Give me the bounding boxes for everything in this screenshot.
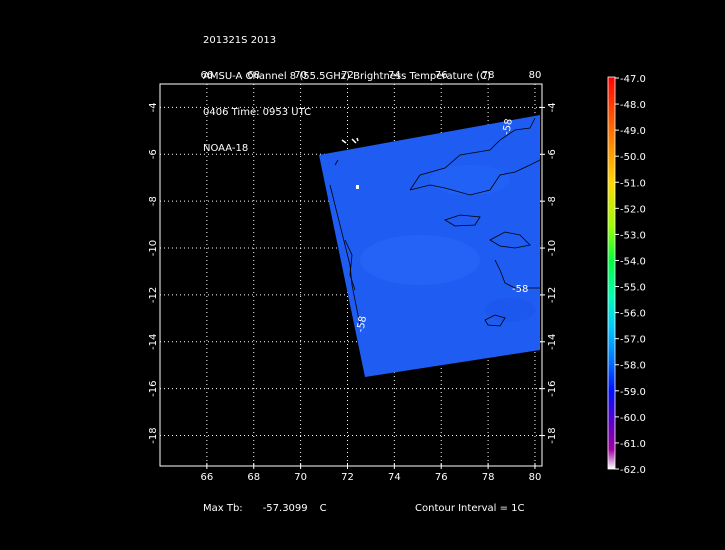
contour-line: [329, 184, 361, 326]
color-bar-label: -56.0: [620, 309, 646, 320]
color-bar-label: -54.0: [620, 256, 646, 267]
small-white-marks: [341, 137, 359, 189]
color-bar-label: -52.0: [620, 204, 646, 215]
color-bar-label: -47.0: [620, 74, 646, 85]
lat-tick-label: -4: [148, 102, 159, 112]
contour-line: [444, 214, 481, 227]
lon-tick-label: 70: [294, 472, 307, 483]
plot-frame: [159, 83, 543, 467]
lon-tick-label: 66: [201, 70, 214, 81]
lat-tick-label: -12: [547, 287, 558, 303]
lat-tick-label: -16: [148, 380, 159, 396]
lon-tick-label: 80: [529, 472, 542, 483]
contour-line: [409, 117, 536, 191]
lat-tick-label: -6: [148, 149, 159, 159]
color-bar-label: -49.0: [620, 126, 646, 137]
lon-tick-label: 74: [388, 70, 401, 81]
contour-interval-readout: Contour Interval = 1C: [415, 503, 525, 514]
latitude-labels-right: -4 -6 -8 -10 -12 -14 -16 -18: [547, 102, 558, 443]
satellite-name: NOAA-18: [203, 143, 249, 154]
lat-tick-label: -18: [547, 427, 558, 443]
lat-tick-label: -12: [148, 287, 159, 303]
temperature-contours: [329, 117, 541, 327]
contour-line: [344, 239, 356, 291]
color-bar-label: -58.0: [620, 361, 646, 372]
longitude-labels-top: 66 68 70 72 74 76 78 80: [201, 70, 542, 81]
product-title: AMSU-A Channel 8 (55.5GHz) Brightness Te…: [203, 71, 491, 82]
color-bar-label: -53.0: [620, 230, 646, 241]
color-bar-label: -61.0: [620, 439, 646, 450]
swath-texture: [360, 165, 535, 322]
lat-tick-label: -18: [148, 427, 159, 443]
color-bar: [607, 76, 616, 470]
contour-line: [334, 159, 339, 166]
color-bar-label: -55.0: [620, 283, 646, 294]
contour-line: [409, 159, 541, 196]
color-bar-label: -62.0: [620, 465, 646, 476]
contour-value-label: -58: [512, 284, 528, 295]
color-bar-label: -51.0: [620, 178, 646, 189]
lat-tick-label: -6: [547, 149, 558, 159]
lat-tick-label: -14: [547, 334, 558, 350]
max-tb-value: -57.3099: [262, 503, 308, 514]
lon-tick-label: 68: [247, 70, 260, 81]
contour-line: [484, 314, 506, 327]
contour-value-label: -58: [501, 118, 515, 136]
swath-area: [319, 115, 540, 377]
color-bar-label: -57.0: [620, 335, 646, 346]
max-tb-readout: Max Tb: -57.3099 C: [203, 503, 327, 514]
lon-tick-label: 74: [388, 472, 401, 483]
color-bar-label: -48.0: [620, 100, 646, 111]
lat-tick-label: -10: [148, 240, 159, 256]
map-header: 201321S 2013 AMSU-A Channel 8 (55.5GHz) …: [203, 11, 491, 167]
lat-tick-label: -16: [547, 380, 558, 396]
longitude-labels-bottom: 66 68 70 72 74 76 78 80: [201, 472, 542, 483]
color-bar-label: -60.0: [620, 413, 646, 424]
lat-tick-label: -8: [148, 196, 159, 206]
lat-tick-label: -8: [547, 196, 558, 206]
storm-id-line: 201321S 2013: [203, 35, 277, 46]
color-bar-labels: -47.0 -48.0 -49.0 -50.0 -51.0 -52.0 -53.0 -54.0…: [615, 74, 646, 476]
lon-tick-label: 76: [435, 472, 448, 483]
lon-tick-label: 78: [482, 70, 495, 81]
color-bar-label: -50.0: [620, 152, 646, 163]
lon-tick-label: 66: [201, 472, 214, 483]
max-tb-unit: C: [319, 503, 327, 514]
max-tb-label: Max Tb:: [203, 503, 243, 514]
lat-tick-label: -10: [547, 240, 558, 256]
lon-tick-label: 72: [341, 472, 354, 483]
lon-tick-label: 78: [482, 472, 495, 483]
lat-tick-label: -4: [547, 102, 558, 112]
contour-line: [489, 231, 531, 249]
contour-value-label: -58: [355, 315, 369, 333]
lon-tick-label: 72: [341, 70, 354, 81]
color-bar-label: -59.0: [620, 387, 646, 398]
lon-tick-label: 70: [294, 70, 307, 81]
lon-tick-label: 68: [247, 472, 260, 483]
date-time-line: 0406 Time: 0953 UTC: [203, 107, 312, 118]
lon-tick-label: 80: [529, 70, 542, 81]
lat-tick-label: -14: [148, 334, 159, 350]
lon-tick-label: 76: [435, 70, 448, 81]
latitude-labels-left: -4 -6 -8 -10 -12 -14 -16 -18: [148, 102, 159, 443]
contour-line: [494, 259, 540, 289]
